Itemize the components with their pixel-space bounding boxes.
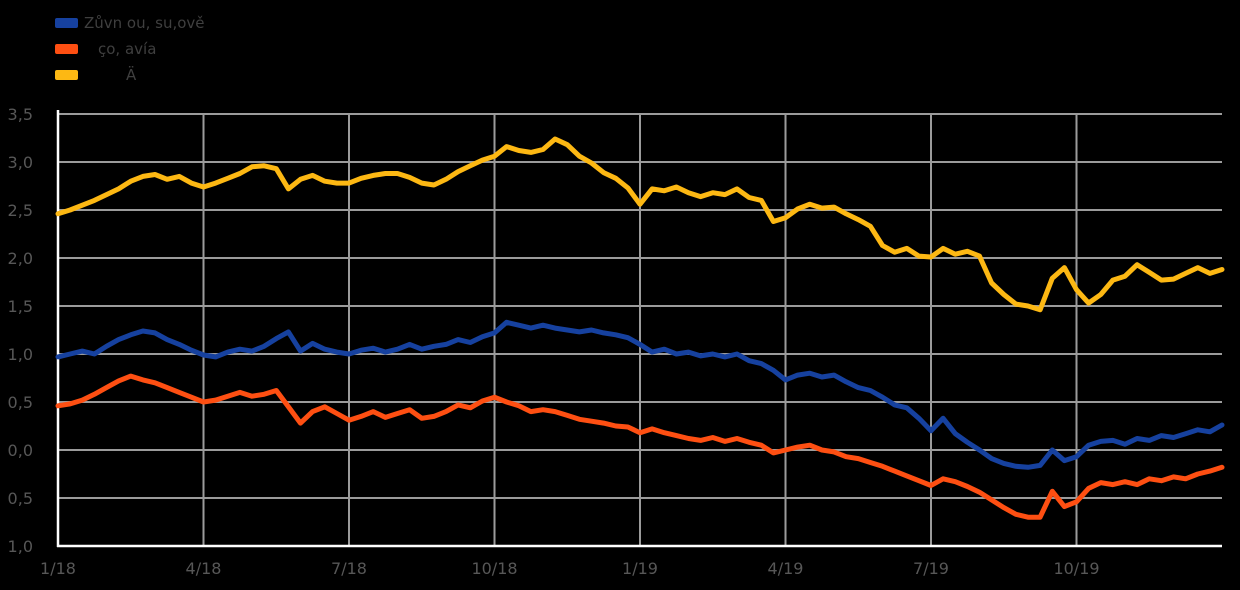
legend-item: Zůvn ou, su,ově: [55, 10, 205, 36]
x-tick-label: 4/18: [186, 559, 222, 578]
y-tick-label: 0,5: [8, 489, 33, 508]
y-tick-label: 0,5: [8, 393, 33, 412]
legend-item: Ä: [55, 62, 205, 88]
x-tick-label: 10/18: [471, 559, 517, 578]
y-tick-label: 1,0: [8, 345, 33, 364]
x-tick-label: 4/19: [768, 559, 804, 578]
yellow-swatch-legend-swatch: [55, 70, 78, 80]
series-line-orange: [55, 373, 1225, 520]
series-line-blue: [55, 319, 1225, 470]
y-tick-label: 2,5: [8, 201, 33, 220]
legend-item-label: ço, avía: [98, 39, 157, 58]
x-tick-label: 1/19: [622, 559, 658, 578]
legend-item-label: Zůvn ou, su,ově: [84, 13, 205, 32]
blue-swatch-legend-swatch: [55, 18, 78, 28]
y-tick-label: 1,5: [8, 297, 33, 316]
legend-item: ço, avía: [55, 36, 205, 62]
y-tick-label: 3,5: [8, 105, 33, 124]
y-tick-label: 0,0: [8, 441, 33, 460]
y-tick-label: 1,0: [8, 537, 33, 556]
legend-item-label: Ä: [126, 65, 137, 84]
series-line-yellow: [55, 136, 1225, 313]
legend: Zůvn ou, su,ově ço, avía Ä: [55, 10, 205, 88]
x-tick-label: 7/18: [331, 559, 367, 578]
orange-swatch-legend-swatch: [55, 44, 78, 54]
x-tick-label: 10/19: [1053, 559, 1099, 578]
x-tick-label: 7/19: [913, 559, 949, 578]
y-tick-label: 2,0: [8, 249, 33, 268]
x-tick-label: 1/18: [40, 559, 76, 578]
y-tick-label: 3,0: [8, 153, 33, 172]
